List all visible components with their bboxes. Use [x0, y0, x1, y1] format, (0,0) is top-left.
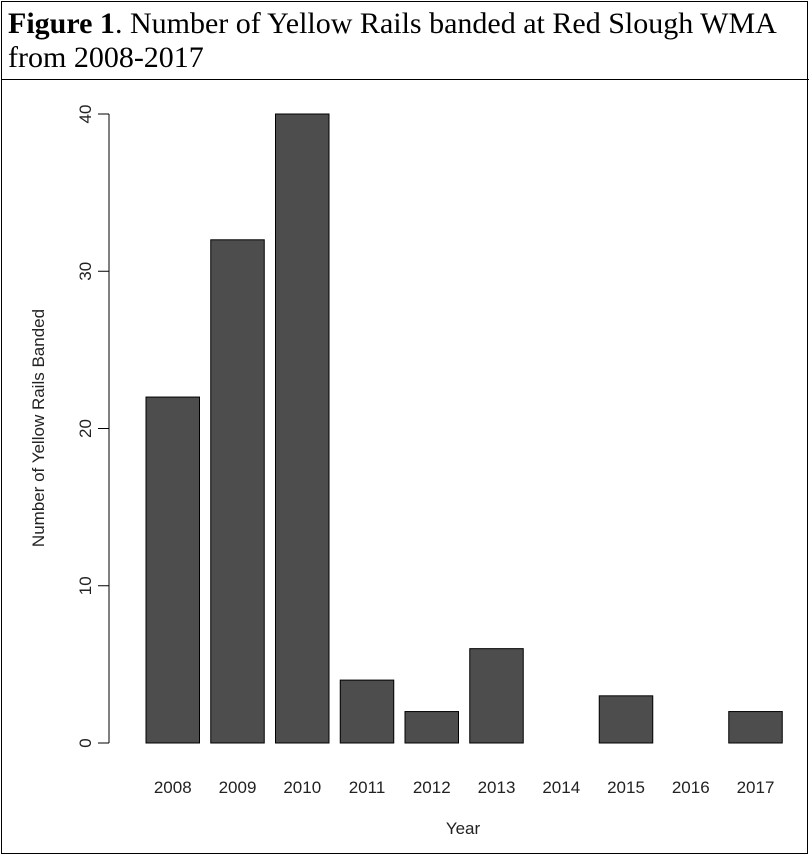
x-tick-label: 2015 — [607, 778, 645, 797]
x-tick-label: 2013 — [478, 778, 516, 797]
bars — [145, 113, 783, 744]
y-axis: 0 10 20 30 40 — [76, 105, 110, 748]
bar-2008 — [145, 396, 200, 744]
caption-figure-label: Figure 1 — [8, 7, 115, 40]
figure-caption: Figure 1. Number of Yellow Rails banded … — [2, 2, 809, 80]
x-tick-label: 2016 — [672, 778, 710, 797]
y-tick-label: 40 — [76, 105, 95, 124]
bar-2012 — [404, 711, 459, 744]
x-tick-label: 2017 — [737, 778, 775, 797]
x-tick-label: 2009 — [219, 778, 257, 797]
x-tick-label: 2010 — [283, 778, 321, 797]
y-tick-label: 30 — [76, 262, 95, 281]
caption-text: . Number of Yellow Rails banded at Red S… — [8, 7, 776, 74]
bar-2015 — [598, 695, 654, 744]
bar-2009 — [210, 239, 265, 744]
bar-2017 — [728, 711, 783, 744]
bar-2011 — [339, 679, 395, 744]
y-tick-label: 20 — [76, 419, 95, 438]
bar-2010 — [275, 113, 330, 744]
bar-2013 — [469, 648, 524, 744]
x-tick-label: 2014 — [542, 778, 580, 797]
x-tick-label: 2012 — [413, 778, 451, 797]
y-tick-label: 10 — [76, 576, 95, 595]
x-tick-label: 2008 — [154, 778, 192, 797]
x-tick-labels: 2008 2009 2010 2011 2012 2013 2014 2015 2016 2017 — [154, 778, 775, 797]
x-axis-label: Year — [446, 819, 481, 838]
x-tick-label: 2011 — [349, 778, 386, 797]
y-axis-label: Number of Yellow Rails Banded — [29, 309, 48, 547]
y-tick-label: 0 — [76, 738, 95, 747]
